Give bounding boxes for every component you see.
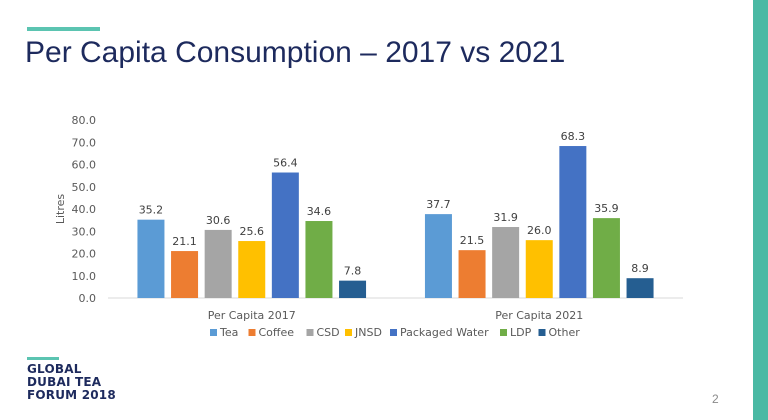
bar-ldp: [592, 218, 620, 298]
slide-title: Per Capita Consumption – 2017 vs 2021: [25, 36, 566, 69]
data-label: 35.9: [594, 202, 619, 215]
legend-label: Other: [549, 326, 581, 339]
logo-line-2: DUBAI TEA: [27, 375, 102, 389]
data-label: 25.6: [240, 225, 265, 238]
bar-csd: [204, 229, 232, 298]
legend-swatch: [210, 329, 217, 336]
bar-jnsd: [238, 241, 266, 298]
data-label: 30.6: [206, 214, 231, 227]
forum-logo: GLOBAL DUBAI TEA FORUM 2018: [27, 363, 116, 402]
data-label: 35.2: [139, 204, 164, 217]
legend-swatch: [390, 329, 397, 336]
bar-ldp: [305, 221, 333, 298]
bar-csd: [492, 227, 520, 298]
legend-label: Tea: [219, 326, 238, 339]
data-label: 21.5: [460, 234, 485, 247]
data-label: 31.9: [493, 211, 518, 224]
legend-label: CSD: [317, 326, 340, 339]
bar-coffee: [458, 250, 486, 298]
logo-line-3: FORUM 2018: [27, 388, 116, 402]
data-label: 21.1: [172, 235, 197, 248]
y-tick-label: 10.0: [72, 270, 97, 283]
slide-edge-bar: [753, 0, 768, 420]
bar-jnsd: [525, 240, 553, 298]
y-tick-label: 70.0: [72, 136, 97, 149]
page-number: 2: [712, 392, 719, 406]
bar-other: [626, 278, 654, 298]
y-tick-label: 0.0: [79, 292, 97, 305]
bar-packaged-water: [271, 172, 299, 298]
data-label: 34.6: [307, 205, 332, 218]
x-tick-label: Per Capita 2021: [495, 309, 583, 322]
x-tick-label: Per Capita 2017: [208, 309, 296, 322]
bar-packaged-water: [559, 146, 587, 298]
legend-swatch: [248, 329, 256, 336]
data-label: 56.4: [273, 157, 298, 170]
title-accent-bar: [27, 27, 100, 31]
y-axis-label: Litres: [54, 194, 67, 225]
legend-label: Packaged Water: [400, 326, 489, 339]
logo-accent-bar: [27, 357, 59, 360]
data-label: 37.7: [426, 198, 451, 211]
bar-other: [339, 280, 367, 298]
logo-line-1: GLOBAL: [27, 362, 82, 376]
legend-swatch: [345, 329, 352, 336]
data-label: 7.8: [344, 265, 362, 278]
legend-swatch: [500, 329, 507, 336]
y-tick-label: 40.0: [72, 203, 97, 216]
legend-label: JNSD: [354, 326, 382, 339]
legend-label: LDP: [510, 326, 532, 339]
bar-tea: [137, 219, 165, 298]
y-tick-label: 30.0: [72, 225, 97, 238]
data-label: 26.0: [527, 224, 552, 237]
legend-swatch: [306, 329, 314, 336]
legend-swatch: [538, 329, 546, 336]
y-tick-label: 50.0: [72, 181, 97, 194]
data-label: 8.9: [631, 262, 649, 275]
y-tick-label: 60.0: [72, 159, 97, 172]
y-tick-label: 80.0: [72, 114, 97, 127]
bar-tea: [424, 214, 452, 298]
bar-coffee: [171, 251, 199, 298]
y-tick-label: 20.0: [72, 248, 97, 261]
data-label: 68.3: [561, 130, 586, 143]
legend-label: Coffee: [259, 326, 295, 339]
